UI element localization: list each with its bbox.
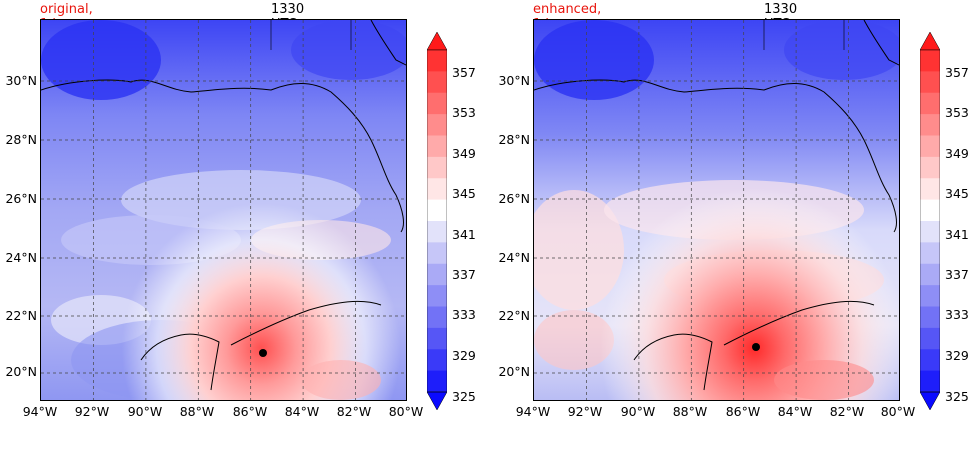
thetae-field-enhanced xyxy=(534,20,899,400)
colorbar-band xyxy=(920,327,940,350)
colorbar-tick: 333 xyxy=(452,307,476,322)
colorbar-tick: 325 xyxy=(945,389,969,404)
colorbar-tick: 337 xyxy=(452,267,476,282)
colorbar-tick: 357 xyxy=(945,65,969,80)
colorbar-band xyxy=(920,156,940,179)
colorbar-tick: 341 xyxy=(945,227,969,242)
colorbar-band xyxy=(427,92,447,115)
colorbar-band xyxy=(427,221,447,243)
storm-center-marker-original xyxy=(259,349,267,357)
colorbar-band xyxy=(920,178,940,201)
lat-label: 22°N xyxy=(5,308,37,323)
colorbar-band xyxy=(427,199,447,222)
colorbar-original xyxy=(427,32,447,410)
lon-label: 88°W xyxy=(672,404,708,419)
lon-label: 90°W xyxy=(620,404,656,419)
colorbar-band xyxy=(427,327,447,350)
lat-label: 30°N xyxy=(498,73,530,88)
lon-label: 88°W xyxy=(179,404,215,419)
lon-label: 86°W xyxy=(725,404,761,419)
colorbar-tick: 353 xyxy=(452,105,476,120)
colorbar-band xyxy=(427,285,447,307)
colorbar-band xyxy=(427,370,447,393)
lat-label: 26°N xyxy=(5,191,37,206)
lat-label: 28°N xyxy=(5,132,37,147)
colorbar-tick: 329 xyxy=(945,348,969,363)
colorbar-band xyxy=(427,306,447,329)
colorbar-tick: 353 xyxy=(945,105,969,120)
colorbar-band xyxy=(920,221,940,243)
colorbar-band xyxy=(920,370,940,393)
colorbar-outline xyxy=(920,49,940,393)
colorbar-band xyxy=(920,50,940,72)
lat-label: 26°N xyxy=(498,191,530,206)
colorbar-band xyxy=(920,285,940,307)
map-original[interactable] xyxy=(40,19,407,401)
colorbar-tick: 333 xyxy=(945,307,969,322)
lon-label: 84°W xyxy=(777,404,813,419)
lat-label: 28°N xyxy=(498,132,530,147)
colorbar-tick: 345 xyxy=(945,186,969,201)
colorbar-tick: 349 xyxy=(945,146,969,161)
lat-label: 20°N xyxy=(498,364,530,379)
colorbar-band xyxy=(920,263,940,286)
colorbar-band xyxy=(427,114,447,136)
colorbar-band xyxy=(427,178,447,201)
lon-label: 80°W xyxy=(880,404,916,419)
lon-label: 84°W xyxy=(284,404,320,419)
colorbar-band xyxy=(427,242,447,265)
lon-label: 92°W xyxy=(567,404,603,419)
thetae-field-original xyxy=(41,20,406,400)
colorbar-tick: 325 xyxy=(452,389,476,404)
lon-label: 82°W xyxy=(829,404,865,419)
colorbar-band xyxy=(427,50,447,72)
colorbar-band xyxy=(920,242,940,265)
colorbar-extend-bottom xyxy=(427,391,447,410)
map-enhanced[interactable] xyxy=(533,19,900,401)
colorbar-band xyxy=(920,135,940,158)
colorbar-outline xyxy=(427,49,447,393)
lat-label: 20°N xyxy=(5,364,37,379)
colorbar-band xyxy=(427,71,447,94)
colorbar-extend-top xyxy=(920,32,940,51)
lat-label: 22°N xyxy=(498,308,530,323)
colorbar-tick: 357 xyxy=(452,65,476,80)
colorbar-tick: 341 xyxy=(452,227,476,242)
colorbar-enhanced xyxy=(920,32,940,410)
colorbar-band xyxy=(920,92,940,115)
colorbar-band xyxy=(427,156,447,179)
lat-label: 24°N xyxy=(498,250,530,265)
colorbar-band xyxy=(920,114,940,136)
colorbar-band xyxy=(920,349,940,372)
colorbar-tick: 349 xyxy=(452,146,476,161)
colorbar-band xyxy=(920,306,940,329)
colorbar-tick: 345 xyxy=(452,186,476,201)
colorbar-band xyxy=(427,135,447,158)
colorbar-extend-top xyxy=(427,32,447,51)
lat-label: 30°N xyxy=(5,73,37,88)
colorbar-band xyxy=(920,71,940,94)
colorbar-tick: 329 xyxy=(452,348,476,363)
lon-label: 86°W xyxy=(232,404,268,419)
storm-center-marker-enhanced xyxy=(752,343,760,351)
colorbar-band xyxy=(427,263,447,286)
colorbar-tick: 337 xyxy=(945,267,969,282)
colorbar-extend-bottom xyxy=(920,391,940,410)
lon-label: 94°W xyxy=(515,404,551,419)
colorbar-band xyxy=(920,199,940,222)
lon-label: 92°W xyxy=(74,404,110,419)
lon-label: 94°W xyxy=(22,404,58,419)
lon-label: 82°W xyxy=(336,404,372,419)
colorbar-band xyxy=(427,349,447,372)
lon-label: 90°W xyxy=(127,404,163,419)
lon-label: 80°W xyxy=(388,404,424,419)
lat-label: 24°N xyxy=(5,250,37,265)
